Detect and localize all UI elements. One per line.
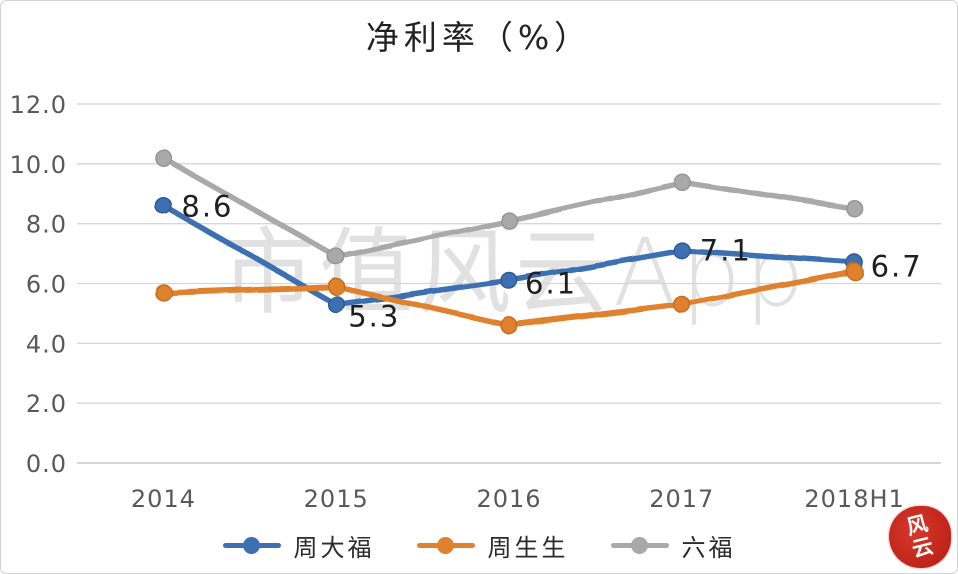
data-point-marker bbox=[500, 316, 518, 335]
seal-text: 风云 bbox=[904, 511, 936, 562]
data-point-marker bbox=[845, 199, 864, 218]
fengyun-seal-logo: 风云 bbox=[889, 506, 951, 568]
series-lines bbox=[154, 149, 864, 335]
legend-label-chow-sang-sang: 周生生 bbox=[487, 534, 569, 562]
legend-label-luk-fook: 六福 bbox=[681, 534, 736, 562]
data-point-marker bbox=[673, 241, 691, 260]
legend-item-chow-sang-sang: 周生生 bbox=[416, 528, 569, 563]
data-labels: 8.6 5.3 6.1 7.1 6.7 bbox=[181, 190, 923, 334]
data-point-marker bbox=[327, 277, 345, 296]
y-axis-tick-label: 2.0 bbox=[26, 390, 67, 418]
data-point-marker bbox=[327, 295, 345, 314]
data-point-marker bbox=[500, 211, 518, 230]
data-point-marker bbox=[500, 271, 518, 290]
chart-legend: 周大福 周生生 六福 bbox=[1, 528, 957, 563]
x-axis-tick-labels: 2014 2015 2016 2017 2018H1 bbox=[131, 485, 904, 513]
data-point-marker bbox=[845, 262, 864, 281]
y-axis-tick-labels: 0.0 2.0 4.0 6.0 8.0 10.0 12.0 bbox=[10, 91, 67, 478]
data-point-marker bbox=[673, 295, 691, 314]
y-axis-tick-label: 8.0 bbox=[26, 211, 67, 239]
legend-label-chow-tai-fook: 周大福 bbox=[293, 534, 375, 562]
y-axis-tick-label: 12.0 bbox=[10, 91, 67, 119]
legend-item-luk-fook: 六福 bbox=[610, 528, 736, 563]
data-point-marker bbox=[154, 149, 173, 167]
data-label: 6.7 bbox=[871, 250, 923, 284]
y-axis-tick-label: 10.0 bbox=[10, 151, 67, 179]
data-point-marker bbox=[154, 283, 173, 302]
y-axis-tick-label: 0.0 bbox=[26, 450, 67, 478]
legend-marker-chow-tai-fook bbox=[222, 537, 281, 554]
data-label: 5.3 bbox=[348, 299, 400, 333]
data-point-marker bbox=[154, 196, 173, 215]
x-axis-tick-label: 2016 bbox=[476, 485, 541, 513]
data-point-marker bbox=[673, 173, 691, 191]
data-label: 6.1 bbox=[525, 267, 577, 301]
chart-title: 净利率（%） bbox=[365, 18, 593, 57]
legend-marker-luk-fook bbox=[610, 537, 669, 554]
y-axis-tick-label: 6.0 bbox=[26, 271, 67, 299]
x-axis-tick-label: 2015 bbox=[304, 485, 369, 513]
data-label: 8.6 bbox=[181, 190, 233, 224]
legend-item-chow-tai-fook: 周大福 bbox=[222, 528, 375, 563]
legend-marker-chow-sang-sang bbox=[416, 537, 475, 554]
x-axis-tick-label: 2017 bbox=[649, 485, 714, 513]
x-axis-tick-label: 2018H1 bbox=[804, 485, 904, 513]
data-label: 7.1 bbox=[700, 234, 752, 268]
y-axis-tick-label: 4.0 bbox=[26, 330, 67, 358]
x-axis-tick-label: 2014 bbox=[131, 485, 196, 513]
data-point-marker bbox=[327, 247, 345, 266]
